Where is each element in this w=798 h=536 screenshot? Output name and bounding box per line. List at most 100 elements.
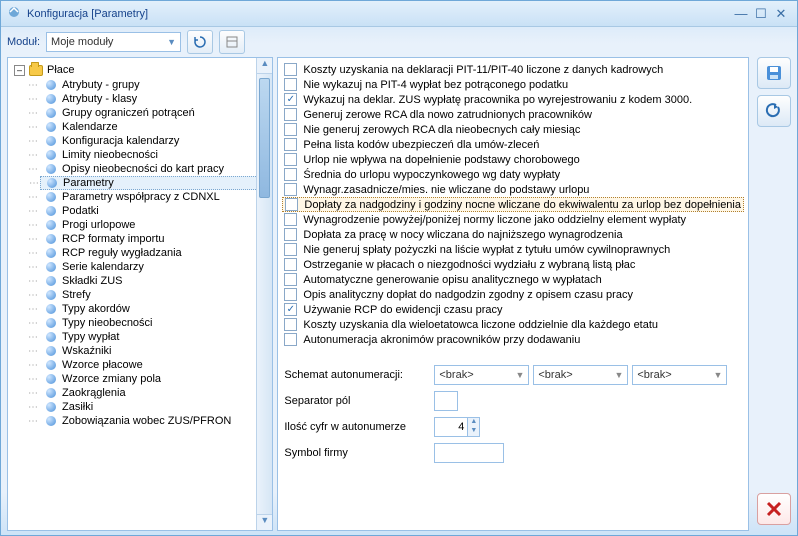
tree-item[interactable]: ⋯Serie kalendarzy	[42, 260, 270, 274]
close-window-button[interactable]: ✕	[771, 6, 791, 22]
scroll-down-icon[interactable]: ▼	[257, 514, 272, 530]
schemat-select-2[interactable]: <brak>▼	[533, 365, 628, 385]
tree-item[interactable]: ⋯RCP reguły wygładzania	[42, 246, 270, 260]
tree-item[interactable]: ⋯Atrybuty - grupy	[42, 78, 270, 92]
checkbox[interactable]	[284, 153, 297, 166]
bullet-icon	[46, 276, 56, 286]
tree-scrollbar[interactable]: ▲ ▼	[256, 58, 272, 530]
tree-item[interactable]: ⋯Parametry współpracy z CDNXL	[42, 190, 270, 204]
checkbox[interactable]	[284, 258, 297, 271]
tree-item[interactable]: ⋯Zobowiązania wobec ZUS/PFRON	[42, 414, 270, 428]
checkbox-label: Koszty uzyskania na deklaracji PIT-11/PI…	[303, 64, 663, 76]
schemat-select-3[interactable]: <brak>▼	[632, 365, 727, 385]
checkbox[interactable]	[284, 303, 297, 316]
refresh-button[interactable]	[187, 30, 213, 54]
checkbox[interactable]	[284, 273, 297, 286]
module-toolbar: Moduł: Moje moduły ▼	[1, 27, 797, 57]
checkbox[interactable]	[284, 183, 297, 196]
restore-button[interactable]	[757, 95, 791, 127]
checkbox-row[interactable]: Wykazuj na deklar. ZUS wypłatę pracownik…	[284, 92, 742, 107]
tree-item-label: Parametry współpracy z CDNXL	[62, 191, 220, 203]
tree: – Płace ⋯Atrybuty - grupy⋯Atrybuty - kla…	[8, 58, 272, 530]
filter-button[interactable]	[219, 30, 245, 54]
collapse-icon[interactable]: –	[14, 65, 25, 76]
checkbox-row[interactable]: Autonumeracja akronimów pracowników przy…	[284, 332, 742, 347]
tree-item[interactable]: ⋯Limity nieobecności	[42, 148, 270, 162]
tree-item[interactable]: ⋯Grupy ograniczeń potrąceń	[42, 106, 270, 120]
schemat-value-2: <brak>	[538, 369, 572, 381]
checkbox-row[interactable]: Automatyczne generowanie opisu analitycz…	[284, 272, 742, 287]
checkbox[interactable]	[285, 198, 298, 211]
tree-item-label: Zobowiązania wobec ZUS/PFRON	[62, 415, 231, 427]
checkbox-row[interactable]: Opis analityczny dopłat do nadgodzin zgo…	[284, 287, 742, 302]
tree-item-label: Typy akordów	[62, 303, 130, 315]
symbol-input[interactable]	[434, 443, 504, 463]
minimize-button[interactable]: —	[731, 6, 751, 21]
scroll-thumb[interactable]	[259, 78, 270, 198]
scroll-up-icon[interactable]: ▲	[257, 58, 272, 74]
checkbox[interactable]	[284, 333, 297, 346]
tree-panel: – Płace ⋯Atrybuty - grupy⋯Atrybuty - kla…	[7, 57, 273, 531]
checkbox-row[interactable]: Urlop nie wpływa na dopełnienie podstawy…	[284, 152, 742, 167]
checkbox-row[interactable]: Pełna lista kodów ubezpieczeń dla umów-z…	[284, 137, 742, 152]
module-label: Moduł:	[7, 36, 40, 48]
checkbox-row[interactable]: Nie generuj spłaty pożyczki na liście wy…	[284, 242, 742, 257]
checkbox-row[interactable]: Generuj zerowe RCA dla nowo zatrudnionyc…	[284, 107, 742, 122]
checkbox[interactable]	[284, 108, 297, 121]
tree-item[interactable]: ⋯Parametry	[40, 176, 270, 190]
tree-item[interactable]: ⋯Opisy nieobecności do kart pracy	[42, 162, 270, 176]
tree-item[interactable]: ⋯RCP formaty importu	[42, 232, 270, 246]
checkbox[interactable]	[284, 123, 297, 136]
checkbox-row[interactable]: Koszty uzyskania na deklaracji PIT-11/PI…	[284, 62, 742, 77]
checkbox[interactable]	[284, 63, 297, 76]
tree-item[interactable]: ⋯Atrybuty - klasy	[42, 92, 270, 106]
checkbox-row[interactable]: Średnia do urlopu wypoczynkowego wg daty…	[284, 167, 742, 182]
tree-children: ⋯Atrybuty - grupy⋯Atrybuty - klasy⋯Grupy…	[42, 78, 270, 428]
checkbox[interactable]	[284, 213, 297, 226]
checkbox[interactable]	[284, 78, 297, 91]
tree-item[interactable]: ⋯Strefy	[42, 288, 270, 302]
tree-item[interactable]: ⋯Progi urlopowe	[42, 218, 270, 232]
digit-count-spinner[interactable]: 4 ▲▼	[434, 417, 480, 437]
tree-item[interactable]: ⋯Wzorce zmiany pola	[42, 372, 270, 386]
tree-item[interactable]: ⋯Typy akordów	[42, 302, 270, 316]
tree-item[interactable]: ⋯Konfiguracja kalendarzy	[42, 134, 270, 148]
checkbox-row[interactable]: Dopłaty za nadgodziny i godziny nocne wl…	[282, 197, 744, 212]
tree-item[interactable]: ⋯Zasiłki	[42, 400, 270, 414]
checkbox[interactable]	[284, 168, 297, 181]
chevron-down-icon: ▼	[713, 370, 722, 380]
checkbox-row[interactable]: Ostrzeganie w płacach o niezgodności wyd…	[284, 257, 742, 272]
checkbox-label: Dopłata za pracę w nocy wliczana do najn…	[303, 229, 622, 241]
checkbox-row[interactable]: Używanie RCP do ewidencji czasu pracy	[284, 302, 742, 317]
checkbox-row[interactable]: Wynagrodzenie powyżej/poniżej normy licz…	[284, 212, 742, 227]
tree-item[interactable]: ⋯Wskaźniki	[42, 344, 270, 358]
checkbox[interactable]	[284, 288, 297, 301]
checkbox[interactable]	[284, 228, 297, 241]
checkbox[interactable]	[284, 243, 297, 256]
checkbox-label: Nie wykazuj na PIT-4 wypłat bez potrącon…	[303, 79, 568, 91]
tree-item[interactable]: ⋯Wzorce płacowe	[42, 358, 270, 372]
checkbox-row[interactable]: Wynagr.zasadnicze/mies. nie wliczane do …	[284, 182, 742, 197]
checkbox-row[interactable]: Nie wykazuj na PIT-4 wypłat bez potrącon…	[284, 77, 742, 92]
tree-item[interactable]: ⋯Typy wypłat	[42, 330, 270, 344]
checkbox[interactable]	[284, 138, 297, 151]
tree-item[interactable]: ⋯Składki ZUS	[42, 274, 270, 288]
tree-item[interactable]: ⋯Podatki	[42, 204, 270, 218]
checkbox-label: Wykazuj na deklar. ZUS wypłatę pracownik…	[303, 94, 692, 106]
save-button[interactable]	[757, 57, 791, 89]
module-combo[interactable]: Moje moduły ▼	[46, 32, 181, 52]
checkbox[interactable]	[284, 93, 297, 106]
close-button[interactable]	[757, 493, 791, 525]
checkbox-row[interactable]: Nie generuj zerowych RCA dla nieobecnych…	[284, 122, 742, 137]
tree-root[interactable]: – Płace	[14, 62, 270, 78]
tree-item[interactable]: ⋯Kalendarze	[42, 120, 270, 134]
spinner-buttons[interactable]: ▲▼	[467, 418, 479, 436]
checkbox-row[interactable]: Koszty uzyskania dla wieloetatowca liczo…	[284, 317, 742, 332]
maximize-button[interactable]: ☐	[751, 6, 771, 22]
separator-input[interactable]	[434, 391, 458, 411]
tree-item[interactable]: ⋯Zaokrąglenia	[42, 386, 270, 400]
checkbox[interactable]	[284, 318, 297, 331]
tree-item[interactable]: ⋯Typy nieobecności	[42, 316, 270, 330]
schemat-select-1[interactable]: <brak>▼	[434, 365, 529, 385]
checkbox-row[interactable]: Dopłata za pracę w nocy wliczana do najn…	[284, 227, 742, 242]
